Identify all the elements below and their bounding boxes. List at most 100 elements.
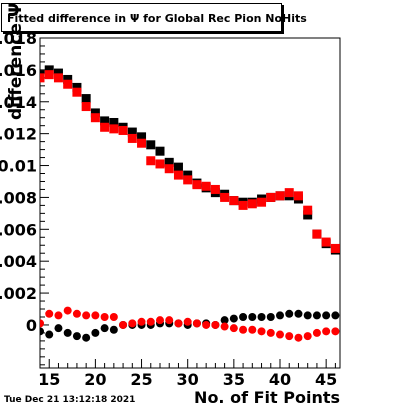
data-point	[322, 311, 331, 320]
data-point	[156, 316, 164, 325]
data-point	[285, 309, 294, 318]
data-point	[293, 191, 303, 201]
data-point	[183, 170, 193, 180]
data-point	[183, 175, 193, 185]
data-point	[257, 327, 266, 336]
data-point	[211, 320, 220, 329]
y-tick-label: 0.012	[0, 125, 37, 144]
y-tick-label: 0.004	[0, 252, 37, 271]
data-point	[201, 181, 211, 191]
data-point	[312, 328, 321, 337]
x-tick-label: 45	[315, 370, 337, 389]
data-point	[285, 332, 294, 341]
data-point	[229, 324, 238, 333]
data-point	[40, 327, 44, 336]
data-point	[155, 146, 165, 156]
data-point	[146, 317, 155, 326]
data-point	[321, 237, 331, 247]
data-point	[63, 328, 72, 337]
x-tick-label: 25	[130, 370, 152, 389]
data-point	[109, 312, 118, 321]
chart-title: Fitted difference in Ψ for Global Rec Pi…	[7, 12, 307, 25]
x-tick-label: 15	[38, 370, 60, 389]
data-point	[312, 229, 322, 239]
data-point	[257, 197, 267, 207]
data-point	[155, 159, 165, 169]
title-box: Fitted difference in Ψ for Global Rec Pi…	[1, 3, 307, 32]
data-point	[109, 325, 118, 334]
data-point	[81, 94, 91, 104]
data-point	[331, 311, 340, 320]
data-point	[54, 311, 63, 320]
x-axis-label: No. of Fit Points	[194, 388, 340, 407]
data-point	[247, 199, 257, 209]
data-point	[45, 309, 54, 318]
data-point	[63, 306, 72, 315]
data-point	[276, 311, 284, 320]
data-point	[40, 73, 45, 83]
data-point	[330, 243, 340, 253]
data-point	[303, 205, 313, 215]
data-point	[146, 156, 156, 166]
data-point	[173, 162, 183, 172]
y-tick-label: 0.016	[0, 61, 37, 80]
y-tick-label: 0.006	[0, 220, 37, 239]
data-point	[322, 327, 331, 336]
data-point	[82, 311, 91, 320]
x-tick-label: 35	[223, 370, 245, 389]
data-point	[276, 330, 284, 339]
data-point	[220, 192, 230, 202]
data-point	[45, 330, 54, 339]
plot-frame	[39, 37, 341, 369]
y-axis-label: difference Ψ	[6, 2, 26, 120]
data-point	[91, 311, 100, 320]
data-point	[72, 309, 81, 318]
x-tick-label: 40	[269, 370, 291, 389]
data-point	[220, 322, 229, 331]
data-point	[100, 312, 109, 321]
data-point	[220, 316, 229, 325]
data-point	[63, 79, 73, 89]
y-tick-label: 0.018	[0, 29, 37, 48]
data-point	[44, 65, 54, 75]
data-point	[238, 200, 248, 210]
data-point	[100, 116, 110, 126]
data-point	[128, 319, 137, 328]
data-point	[248, 312, 257, 321]
data-point	[137, 317, 146, 326]
data-point	[202, 320, 211, 329]
data-point	[266, 312, 275, 321]
x-tick-label: 20	[84, 370, 106, 389]
data-point	[81, 102, 91, 112]
data-point	[127, 133, 137, 143]
data-point	[303, 311, 312, 320]
data-point	[164, 164, 174, 174]
chart-marks: 15 20 25 30 35 40 45 0 0.002 0.004 0.006 0.008 0.01 0…	[0, 29, 341, 389]
data-point	[210, 184, 220, 194]
data-point	[82, 333, 91, 342]
data-point	[90, 108, 100, 118]
timestamp-footer: Tue Dec 21 13:12:18 2021	[4, 395, 136, 405]
data-point	[63, 74, 73, 84]
data-point	[118, 125, 128, 135]
data-point	[72, 87, 82, 97]
y-tick-label: 0.008	[0, 188, 37, 207]
data-point	[284, 188, 294, 198]
data-point	[331, 327, 340, 336]
x-tick-label: 30	[177, 370, 199, 389]
data-point	[303, 210, 313, 220]
data-point	[109, 117, 119, 127]
data-point	[72, 82, 82, 92]
data-point	[294, 309, 303, 318]
data-point	[91, 328, 100, 337]
y-tick-label: 0.01	[0, 157, 37, 176]
data-point	[53, 68, 63, 78]
data-point	[127, 127, 137, 137]
data-point	[54, 324, 63, 333]
data-point	[312, 311, 321, 320]
data-point	[137, 132, 147, 142]
data-point	[137, 138, 147, 148]
data-point	[165, 316, 174, 325]
data-point	[266, 192, 276, 202]
